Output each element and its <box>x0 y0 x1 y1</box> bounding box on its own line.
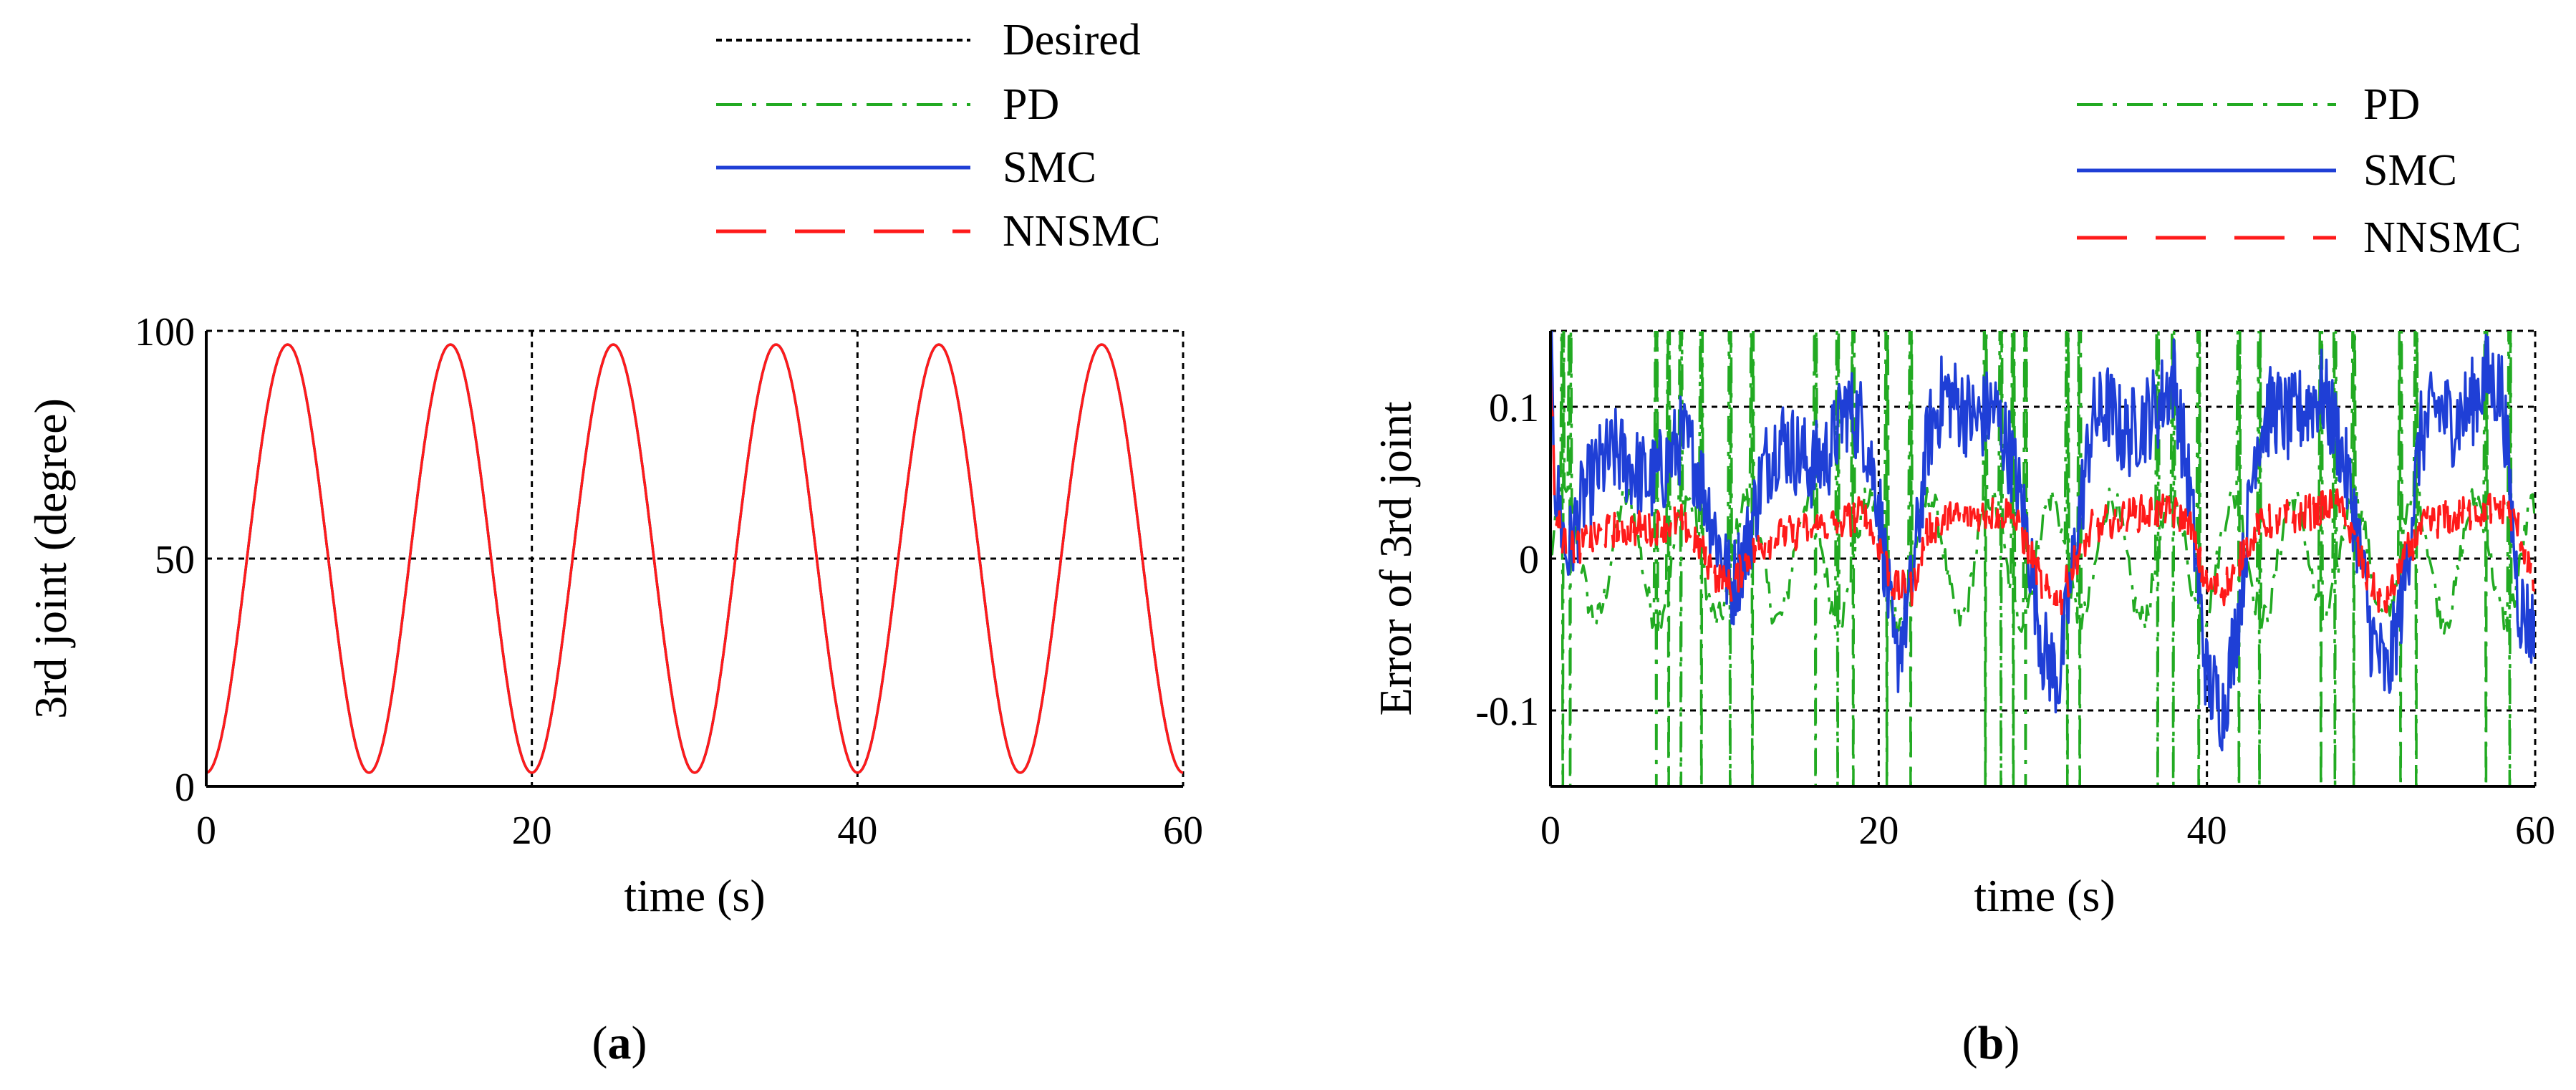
y-tick-label: 50 <box>155 538 195 582</box>
y-tick-labels-a: 0 50 100 <box>135 310 195 810</box>
x-tick-label: 20 <box>1858 809 1899 853</box>
caption-a: (a) <box>592 1017 647 1069</box>
x-tick-label: 0 <box>196 809 216 853</box>
grid-a <box>205 329 1185 788</box>
y-tick-label: 0 <box>1519 538 1539 582</box>
y-axis-label-b: Error of 3rd joint <box>1370 401 1421 715</box>
axes-a <box>205 331 1183 788</box>
x-tick-labels-a: 0 20 40 60 <box>196 809 1203 853</box>
x-tick-label: 40 <box>837 809 877 853</box>
series-line-nnsmc <box>1550 366 2535 620</box>
series-line-smc <box>1550 331 2535 752</box>
series-line-nnsmc <box>206 343 1183 774</box>
plot-a: 0 20 40 60 0 50 100 time (s) 3rd joint (… <box>25 310 1203 921</box>
axes-b <box>1549 331 2535 788</box>
x-tick-label: 60 <box>2515 809 2555 853</box>
legend-label-nnsmc-b: NNSMC <box>2363 213 2522 262</box>
x-tick-label: 40 <box>2187 809 2227 853</box>
y-tick-label: 0.1 <box>1489 386 1539 430</box>
legend-label-desired: Desired <box>1003 16 1141 64</box>
x-tick-labels-b: 0 20 40 60 <box>1540 809 2555 853</box>
x-tick-label: 20 <box>512 809 552 853</box>
legend-label-nnsmc: NNSMC <box>1003 207 1161 256</box>
legend-label-pd-b: PD <box>2363 80 2420 129</box>
legend-label-smc: SMC <box>1003 143 1096 192</box>
legend-label-pd: PD <box>1003 80 1059 129</box>
caption-b: (b) <box>1962 1017 2020 1069</box>
x-tick-label: 60 <box>1163 809 1203 853</box>
series-a <box>206 343 1183 774</box>
legend-b: PD SMC NNSMC <box>2077 80 2522 262</box>
x-tick-label: 0 <box>1540 809 1560 853</box>
plot-b: 0 20 40 60 -0.1 0 0.1 time (s) Error of … <box>1370 329 2555 921</box>
y-tick-labels-b: -0.1 0 0.1 <box>1475 386 1539 734</box>
y-axis-label-a: 3rd joint (degree) <box>25 398 76 719</box>
y-tick-label: -0.1 <box>1475 690 1539 734</box>
x-axis-label-b: time (s) <box>1974 870 2115 921</box>
legend-a: Desired PD SMC NNSMC <box>716 16 1161 256</box>
legend-label-smc-b: SMC <box>2363 146 2457 195</box>
series-b <box>1550 331 2535 786</box>
y-tick-label: 100 <box>135 310 195 355</box>
series-line-pd <box>1550 331 2535 786</box>
x-axis-label-a: time (s) <box>624 870 765 921</box>
y-tick-label: 0 <box>175 766 195 810</box>
